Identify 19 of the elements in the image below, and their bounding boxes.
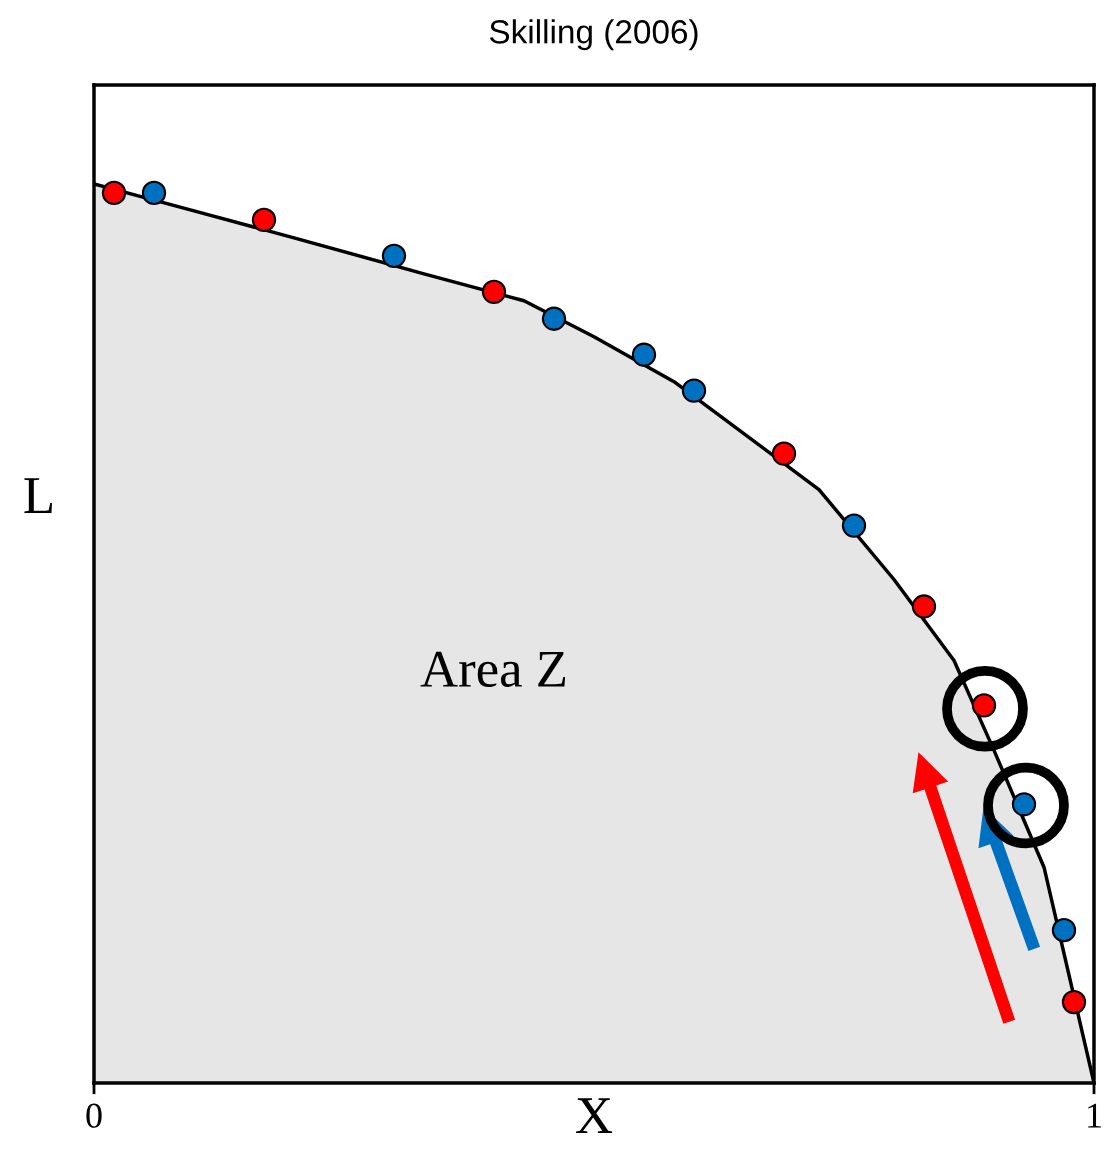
point <box>681 378 707 403</box>
point <box>141 180 167 206</box>
point <box>1051 918 1077 943</box>
y-axis-title: L <box>24 478 52 513</box>
annotation: Area Z <box>420 651 566 688</box>
point <box>481 279 507 304</box>
point <box>101 180 127 206</box>
x-axis-title: X <box>576 1098 613 1133</box>
point <box>911 594 937 619</box>
point <box>251 207 277 233</box>
point <box>771 441 797 466</box>
x-tick-label: 1 <box>1088 1103 1101 1128</box>
point <box>631 342 657 367</box>
point <box>841 513 867 538</box>
chart-title: Skilling (2006) <box>489 19 698 51</box>
point <box>541 306 567 331</box>
x-tick-label: 0 <box>86 1103 102 1128</box>
point <box>381 243 407 268</box>
point <box>1061 989 1087 1015</box>
